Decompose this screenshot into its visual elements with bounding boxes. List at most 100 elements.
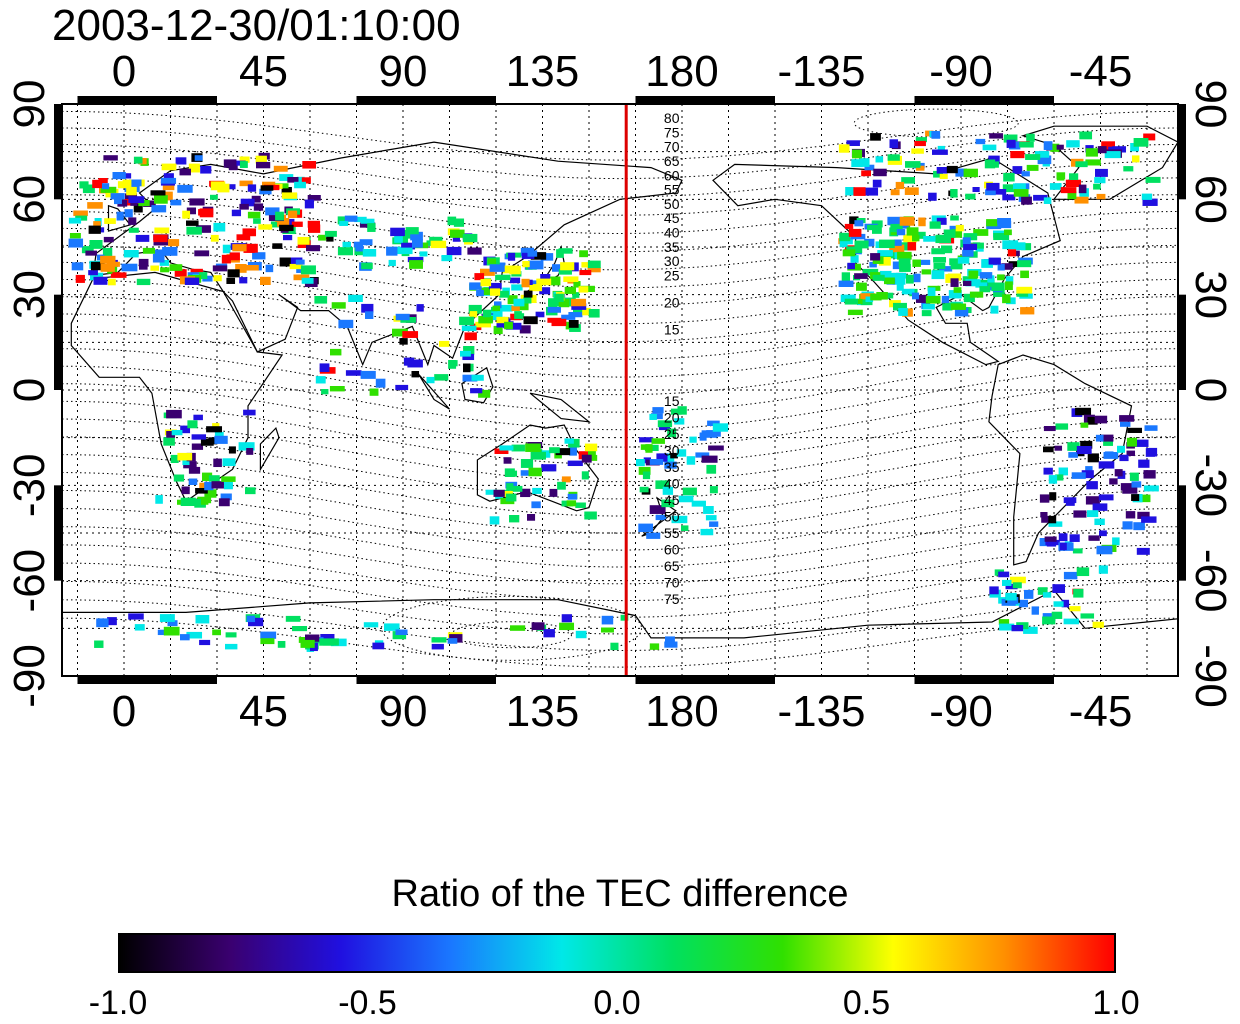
x-tick-label-top: -45 bbox=[1069, 47, 1133, 96]
tec-patch bbox=[636, 459, 645, 467]
tec-patch bbox=[686, 456, 696, 465]
tec-patch bbox=[154, 195, 168, 204]
tec-patch bbox=[1004, 281, 1013, 291]
tec-patch bbox=[191, 443, 204, 450]
tec-patch bbox=[1076, 567, 1090, 577]
tec-patch bbox=[1112, 146, 1127, 153]
tec-patch bbox=[511, 284, 523, 291]
tec-patch bbox=[573, 281, 581, 288]
tec-patch bbox=[1088, 535, 1100, 541]
contour-line bbox=[61, 227, 1179, 289]
tec-patch bbox=[1085, 159, 1101, 166]
tec-patch bbox=[416, 304, 424, 312]
tec-patch bbox=[1040, 512, 1048, 518]
tec-patch bbox=[160, 177, 177, 184]
tec-patch bbox=[260, 638, 275, 645]
tec-patch bbox=[860, 293, 876, 300]
tec-patch bbox=[1133, 138, 1149, 147]
tec-patch bbox=[1096, 545, 1113, 555]
tec-patch bbox=[1092, 621, 1104, 628]
tec-patch bbox=[507, 252, 516, 261]
tec-patch bbox=[321, 389, 329, 395]
tec-patch bbox=[186, 207, 196, 215]
tec-patch bbox=[102, 247, 113, 257]
tec-patch bbox=[393, 246, 402, 254]
tec-patch bbox=[318, 234, 326, 241]
tec-patch bbox=[319, 363, 330, 372]
tec-patch bbox=[1143, 485, 1159, 492]
tec-patch bbox=[384, 623, 400, 631]
tec-patch bbox=[289, 263, 303, 270]
tec-patch bbox=[523, 290, 533, 298]
tec-patch bbox=[112, 172, 126, 180]
tec-patch bbox=[478, 316, 493, 324]
tec-patch bbox=[1137, 511, 1150, 519]
tec-patch bbox=[558, 268, 572, 275]
tec-patch bbox=[482, 309, 492, 318]
tec-patch bbox=[392, 631, 407, 640]
tec-patch bbox=[1010, 576, 1026, 584]
tec-patch bbox=[129, 179, 142, 187]
tec-patch bbox=[128, 613, 144, 620]
tec-patch bbox=[337, 247, 354, 256]
tec-patch bbox=[839, 232, 851, 242]
tec-patch bbox=[584, 511, 597, 520]
tec-patch bbox=[128, 196, 145, 204]
tec-patch bbox=[528, 467, 542, 477]
tec-patch bbox=[1073, 510, 1087, 518]
tec-patch bbox=[87, 202, 103, 209]
tec-patch bbox=[581, 471, 589, 480]
tec-patch bbox=[1087, 453, 1099, 463]
tec-patch bbox=[1048, 521, 1063, 527]
tec-patch bbox=[1016, 286, 1033, 294]
frame-bar-top bbox=[914, 96, 1054, 104]
tec-patch bbox=[194, 155, 203, 161]
contour-label: 15 bbox=[664, 321, 680, 337]
tec-patch bbox=[181, 486, 190, 495]
tec-patch bbox=[899, 216, 915, 226]
tec-patch bbox=[363, 622, 379, 628]
tec-patch bbox=[854, 220, 864, 227]
tec-patch bbox=[239, 277, 248, 284]
tec-patch bbox=[564, 438, 574, 444]
tec-patch bbox=[1071, 472, 1086, 479]
tec-patch bbox=[467, 247, 482, 255]
tec-patch bbox=[365, 311, 374, 319]
tec-patch bbox=[914, 140, 926, 147]
tec-patch bbox=[258, 224, 273, 230]
tec-patch bbox=[547, 306, 561, 313]
tec-patch bbox=[447, 638, 458, 644]
tec-patch bbox=[933, 170, 943, 178]
tec-patch bbox=[1020, 270, 1029, 279]
tec-patch bbox=[906, 227, 919, 236]
tec-patch bbox=[300, 265, 316, 275]
tec-patch bbox=[186, 631, 203, 639]
tec-patch bbox=[218, 498, 230, 507]
tec-patch bbox=[655, 514, 667, 521]
tec-patch bbox=[199, 482, 209, 489]
tec-patch bbox=[914, 231, 926, 239]
tec-patch bbox=[214, 435, 228, 444]
tec-patch bbox=[670, 408, 682, 415]
tec-patch bbox=[239, 156, 250, 163]
tec-patch bbox=[1059, 542, 1067, 551]
x-tick-label-top: 0 bbox=[112, 47, 136, 96]
tec-patch bbox=[899, 264, 911, 272]
tec-patch bbox=[251, 195, 261, 203]
tec-patch bbox=[1100, 434, 1114, 442]
tec-patch bbox=[190, 268, 203, 276]
tec-patch bbox=[394, 235, 403, 243]
tec-patch bbox=[911, 148, 924, 154]
tec-patch bbox=[649, 459, 664, 465]
tec-patch bbox=[1041, 515, 1050, 523]
tec-patch bbox=[941, 245, 953, 254]
tec-patch bbox=[386, 246, 398, 256]
tec-patch bbox=[1054, 445, 1063, 451]
tec-patch bbox=[194, 498, 206, 508]
tec-patch bbox=[1012, 250, 1020, 257]
tec-patch bbox=[1122, 486, 1138, 494]
tec-patch bbox=[1080, 613, 1095, 619]
tec-patch bbox=[179, 168, 191, 176]
tec-patch bbox=[202, 472, 213, 482]
tec-patch bbox=[923, 236, 936, 242]
